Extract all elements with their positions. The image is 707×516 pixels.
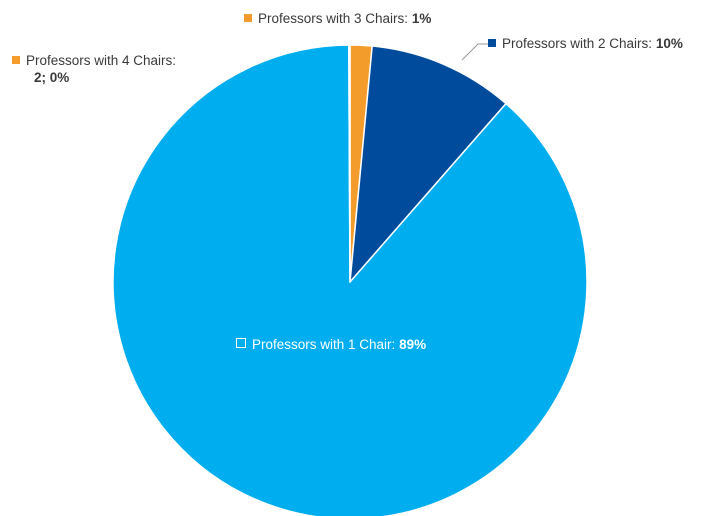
- slice-1-chair: [112, 44, 588, 516]
- legend-key-2-chairs: [488, 39, 496, 47]
- slice-label-1-chair: Professors with 1 Chair: 89%: [236, 336, 426, 353]
- legend-key-1-chair: [236, 338, 246, 348]
- slice-label-3-chairs-text: Professors with 3 Chairs:: [258, 11, 409, 26]
- slice-value-2-chairs: 10%: [655, 36, 683, 51]
- slice-label-4-chairs: Professors with 4 Chairs: 2; 0%: [12, 52, 176, 86]
- slice-2-chairs: [349, 45, 507, 283]
- slice-value-1-chair: 89%: [399, 337, 427, 352]
- legend-key-3-chairs: [244, 14, 252, 22]
- slice-value-4-chairs: 2; 0%: [34, 70, 70, 85]
- slice-label-2-chairs: Professors with 2 Chairs: 10%: [488, 35, 683, 52]
- slice-label-4-chairs-text: Professors with 4 Chairs:: [26, 53, 177, 68]
- slice-label-1-chair-text: Professors with 1 Chair:: [252, 337, 396, 352]
- slice-label-3-chairs: Professors with 3 Chairs: 1%: [244, 10, 431, 27]
- slice-value-3-chairs: 1%: [411, 11, 432, 26]
- leader-line-2-chairs: [461, 43, 488, 61]
- slice-4-chairs: [348, 44, 351, 283]
- slice-label-2-chairs-text: Professors with 2 Chairs:: [502, 36, 653, 51]
- legend-key-4-chairs: [12, 56, 20, 64]
